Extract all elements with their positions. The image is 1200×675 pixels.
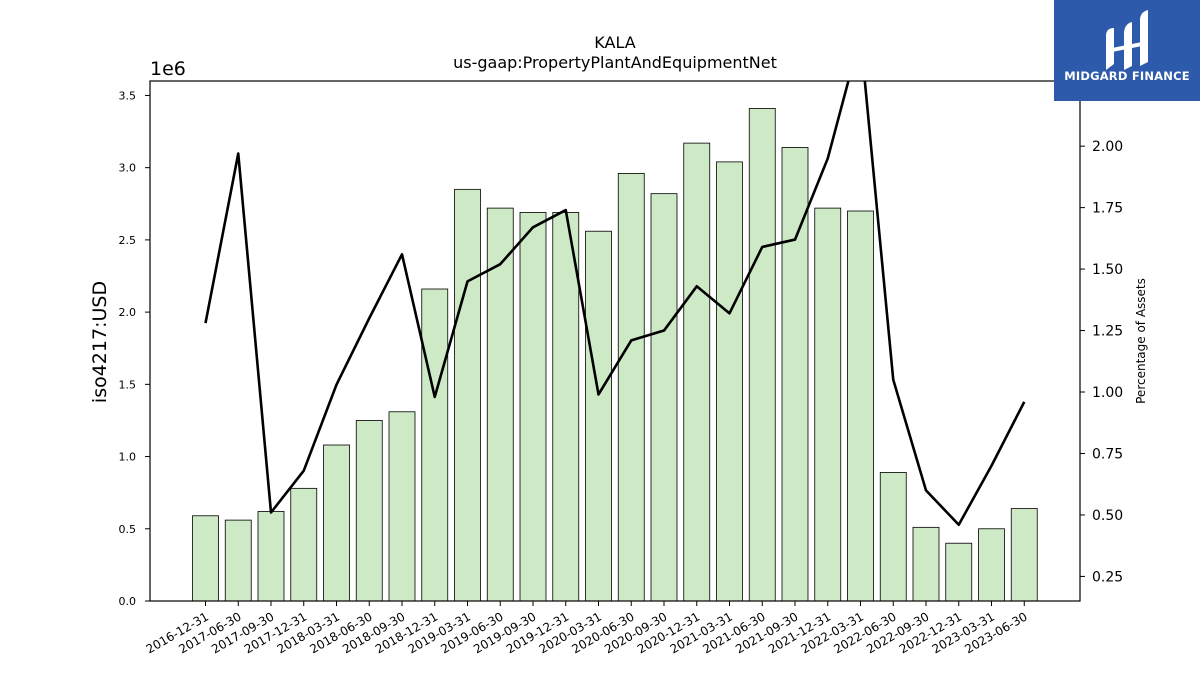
y-tick-label: 0.5	[119, 523, 137, 536]
bar	[421, 288, 449, 602]
bar	[847, 210, 874, 602]
chart-title: KALA	[594, 33, 635, 52]
bar	[748, 108, 776, 602]
bar	[650, 193, 678, 602]
bar	[683, 142, 711, 602]
y2-tick-label: 0.50	[1092, 508, 1123, 524]
bar	[814, 207, 842, 602]
bar	[585, 230, 612, 602]
chart-subtitle: us-gaap:PropertyPlantAndEquipmentNet	[453, 53, 777, 72]
series-line	[204, 81, 1026, 527]
bar	[388, 411, 416, 602]
y-tick-label: 3.0	[119, 162, 137, 175]
y-offset-label: 1e6	[150, 58, 186, 80]
y2-tick-label: 2.00	[1092, 139, 1123, 155]
bar	[454, 188, 481, 602]
bar	[192, 515, 219, 602]
watermark-logo: MIDGARD FINANCE	[1054, 0, 1200, 101]
y2-tick-label: 1.25	[1092, 324, 1123, 340]
y-tick-label: 3.5	[119, 89, 137, 102]
bar	[1010, 508, 1038, 602]
bar	[519, 212, 547, 602]
bar	[323, 444, 350, 602]
y-tick-label: 1.5	[119, 378, 137, 391]
bar	[617, 173, 645, 602]
bar	[978, 528, 1005, 602]
bar	[486, 207, 514, 602]
bar	[781, 147, 809, 602]
watermark-text: MIDGARD FINANCE	[1064, 69, 1190, 83]
y-tick-label: 1.0	[119, 451, 137, 464]
bar	[945, 542, 973, 602]
y2-tick-label: 0.25	[1092, 569, 1123, 585]
bar	[224, 519, 252, 602]
plot-frame	[149, 80, 1081, 602]
y2-tick-label: 0.75	[1092, 446, 1123, 462]
bar	[257, 511, 285, 602]
y2-axis-label: Percentage of Assets	[1134, 278, 1148, 404]
y2-tick-label: 1.00	[1092, 385, 1123, 401]
bar	[290, 487, 318, 602]
y-tick-label: 2.0	[119, 306, 137, 319]
y-tick-label: 2.5	[119, 234, 137, 247]
midgard-logo-icon	[1106, 10, 1148, 70]
bar	[552, 212, 580, 602]
y-tick-label: 0.0	[119, 595, 137, 608]
bar	[879, 472, 907, 602]
plot-area: 0.0 0.5 1.0 1.5 2.0 2.5 3.0 3.5 0.25 0.50 0.75 1.00…	[119, 81, 1123, 656]
bar	[912, 526, 940, 602]
bar	[355, 420, 383, 602]
y2-tick-label: 1.50	[1092, 262, 1123, 278]
y-axis-label: iso4217:USD	[89, 281, 111, 403]
y2-tick-label: 1.75	[1092, 201, 1123, 217]
bar	[716, 161, 743, 602]
